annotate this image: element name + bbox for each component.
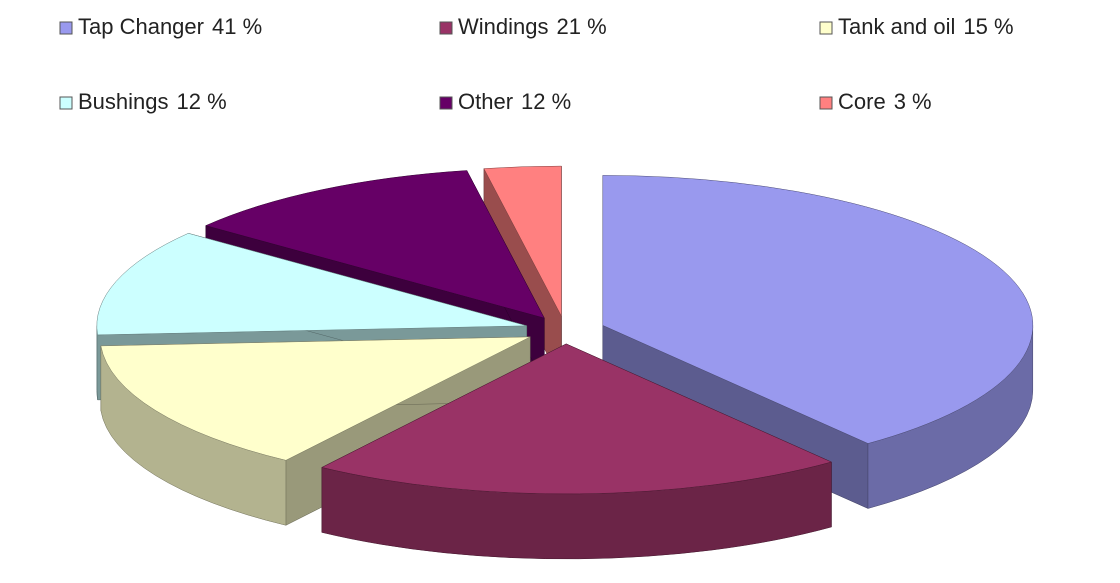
slice-wall (96, 325, 98, 400)
legend-swatch (59, 21, 73, 35)
legend-value: 12 % (521, 89, 571, 114)
legend-swatch (439, 21, 453, 35)
legend-value: 15 % (963, 14, 1013, 39)
slice-top (100, 336, 531, 461)
legend-swatch (439, 96, 453, 110)
legend-label: Other (458, 89, 513, 114)
slice-top (96, 233, 527, 336)
slice (321, 343, 833, 560)
slice-top (483, 165, 562, 317)
legend-label: Core (838, 89, 886, 114)
legend-value: 3 % (894, 89, 932, 114)
legend-label: Windings (458, 14, 548, 39)
legend-label: Tap Changer (78, 14, 204, 39)
legend-label: Tank and oil (838, 14, 955, 39)
legend-value: 21 % (556, 14, 606, 39)
legend-swatch (819, 21, 833, 35)
legend-swatch (59, 96, 73, 110)
slice-top (321, 343, 833, 495)
legend-label: Bushings (78, 89, 169, 114)
legend-swatch (819, 96, 833, 110)
slice-top (205, 170, 545, 319)
legend-value: 12 % (177, 89, 227, 114)
slice-top (602, 175, 1034, 444)
legend-value: 41 % (212, 14, 262, 39)
